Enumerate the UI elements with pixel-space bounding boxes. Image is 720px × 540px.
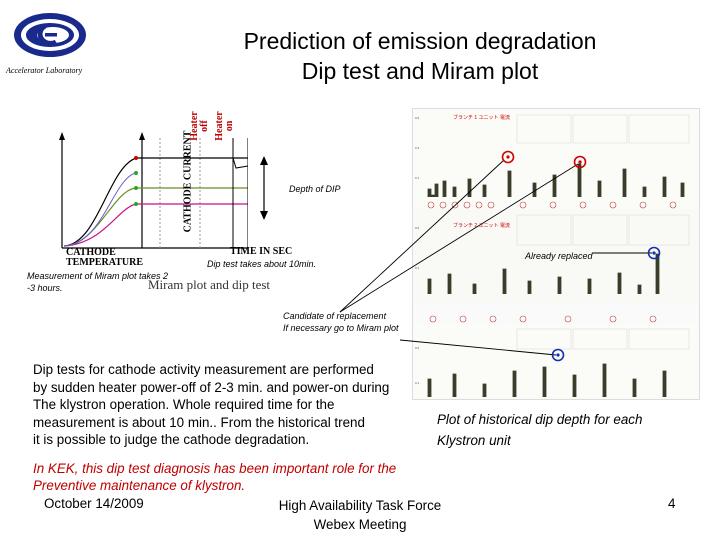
plot-caption-line1: Plot of historical dip depth for each [437, 412, 643, 427]
footer-event-line2: Webex Meeting [313, 517, 407, 532]
heater-off-label: Heater off [189, 111, 210, 141]
footer-date: October 14/2009 [44, 496, 144, 511]
slide-title-line1: Prediction of emission degradation [243, 28, 597, 54]
plot-caption-line2: Klystron unit [437, 433, 511, 448]
svg-text:0.1: 0.1 [415, 381, 420, 385]
miram-measurement-note: Measurement of Miram plot takes 2 -3 hou… [27, 270, 197, 294]
candidate-line2: If necessary go to Miram plot [283, 323, 399, 333]
kek-note: In KEK, this dip test diagnosis has been… [33, 460, 433, 494]
svg-text:0.5: 0.5 [415, 116, 420, 120]
kek-note-line1: In KEK, this dip test diagnosis has been… [33, 461, 397, 476]
miram-plot-label: Miram plot and dip test [148, 277, 271, 292]
footer-event: High Availability Task Force Webex Meeti… [250, 496, 470, 534]
candidate-line1: Candidate of replacement [283, 311, 387, 321]
description-line: The klystron operation. Whole required t… [33, 397, 335, 412]
miram-measurement-line2: -3 hours. [27, 283, 63, 293]
kek-logo [14, 13, 86, 57]
already-replaced-label: Already replaced [525, 251, 593, 261]
panel-2: ブランチ 2 ユニット 電流 [413, 209, 699, 323]
description-line: measurement is about 10 min.. From the h… [33, 414, 365, 430]
dip-test-time-label: Dip test takes about 10min. [207, 259, 317, 269]
description-line: Dip tests for cathode activity measureme… [33, 362, 374, 377]
svg-text:0.1: 0.1 [415, 266, 420, 270]
kek-note-line2: Preventive maintenance of klystron. [33, 478, 246, 493]
svg-text:0.3: 0.3 [415, 146, 420, 150]
dip-test-diagram [59, 132, 248, 249]
slide-title-line2: Dip test and Miram plot [301, 58, 539, 84]
heater-on-label: Heater on [214, 111, 235, 141]
description-line: by sudden heater power-off of 2-3 min. a… [33, 379, 390, 395]
lab-name: Accelerator Laboratory [6, 66, 83, 75]
svg-text:0.1: 0.1 [415, 176, 420, 180]
panel-1: ブランチ 1 ユニット 電流 [413, 109, 699, 209]
candidate-note: Candidate of replacement If necessary go… [283, 310, 399, 334]
footer-event-line1: High Availability Task Force [278, 498, 442, 513]
svg-text:ブランチ 1 ユニット 電流: ブランチ 1 ユニット 電流 [453, 114, 510, 121]
svg-text:ブランチ 2 ユニット 電流: ブランチ 2 ユニット 電流 [453, 222, 510, 229]
panel-3 [413, 324, 699, 399]
dip-test-description: Dip tests for cathode activity measureme… [33, 361, 413, 449]
diagram-time-label: TIME IN SEC [230, 246, 293, 257]
svg-text:0.5: 0.5 [415, 346, 420, 350]
plot-caption: Plot of historical dip depth for each Kl… [437, 409, 707, 451]
depth-of-dip-label: Depth of DIP [289, 184, 341, 194]
svg-text:0.5: 0.5 [415, 226, 420, 230]
diagram-x-label: CATHODE TEMPERATURE [66, 247, 144, 268]
miram-measurement-line1: Measurement of Miram plot takes 2 [27, 271, 169, 281]
description-line: it is possible to judge the cathode degr… [33, 432, 310, 447]
page-number: 4 [668, 496, 676, 511]
